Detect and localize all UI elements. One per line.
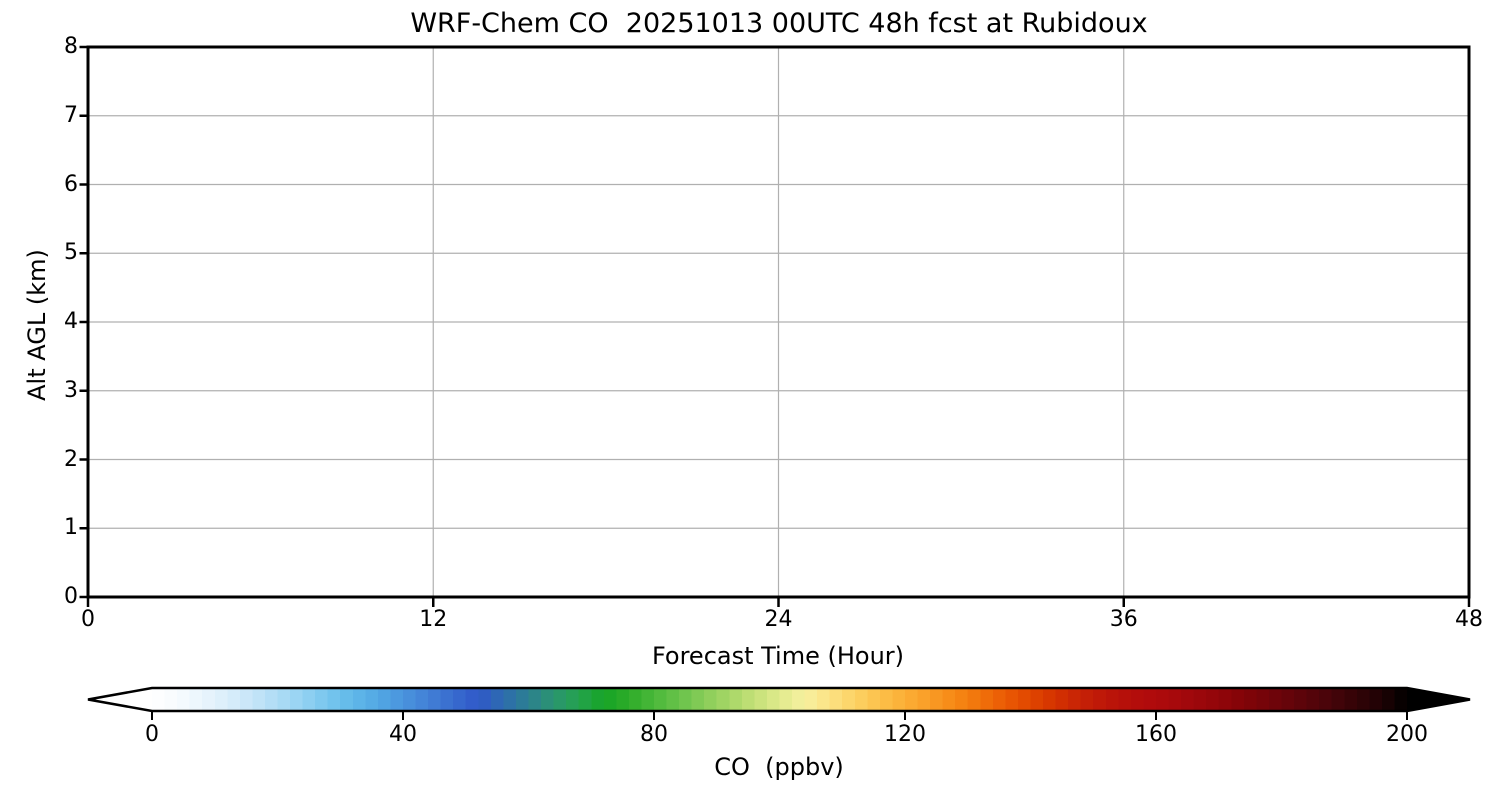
x-axis-tick-label: 48 xyxy=(1455,607,1483,632)
y-axis-tick-label: 5 xyxy=(64,240,78,266)
y-axis-tick-label: 4 xyxy=(64,309,78,334)
y-axis-label: Alt AGL (km) xyxy=(23,249,51,401)
colorbar-tick-label: 200 xyxy=(1386,722,1428,747)
y-axis-tick-label: 7 xyxy=(64,102,78,128)
chart-title: WRF-Chem CO 20251013 00UTC 48h fcst at R… xyxy=(410,8,1148,39)
colorbar-gradient xyxy=(152,688,1407,711)
y-axis-tick-label: 3 xyxy=(64,377,78,403)
colorbar-label: CO (ppbv) xyxy=(714,753,844,781)
x-axis-tick-label: 0 xyxy=(81,607,95,632)
colorbar-tick-label: 120 xyxy=(884,722,926,747)
y-axis-tick-label: 8 xyxy=(64,34,78,59)
colorbar-tick-label: 0 xyxy=(145,722,159,747)
y-axis-tick-label: 0 xyxy=(64,584,78,609)
colorbar-outline xyxy=(87,686,1471,713)
x-axis-tick-label: 12 xyxy=(419,607,448,632)
colorbar-tick-label: 80 xyxy=(640,722,668,747)
y-axis-tick-label: 1 xyxy=(64,515,78,541)
x-axis-label: Forecast Time (Hour) xyxy=(651,642,905,670)
colorbar-over-arrow xyxy=(1407,688,1470,711)
x-axis-tick-label: 36 xyxy=(1109,607,1138,632)
colorbar-tick-label: 40 xyxy=(389,722,417,747)
colorbar-under-arrow xyxy=(88,688,152,711)
x-axis-tick-label: 24 xyxy=(764,607,793,632)
y-axis-tick-label: 6 xyxy=(64,171,78,197)
colorbar-tick-label: 160 xyxy=(1135,722,1177,747)
y-axis-tick-label: 2 xyxy=(64,446,78,472)
plot-spines xyxy=(86,45,1471,599)
